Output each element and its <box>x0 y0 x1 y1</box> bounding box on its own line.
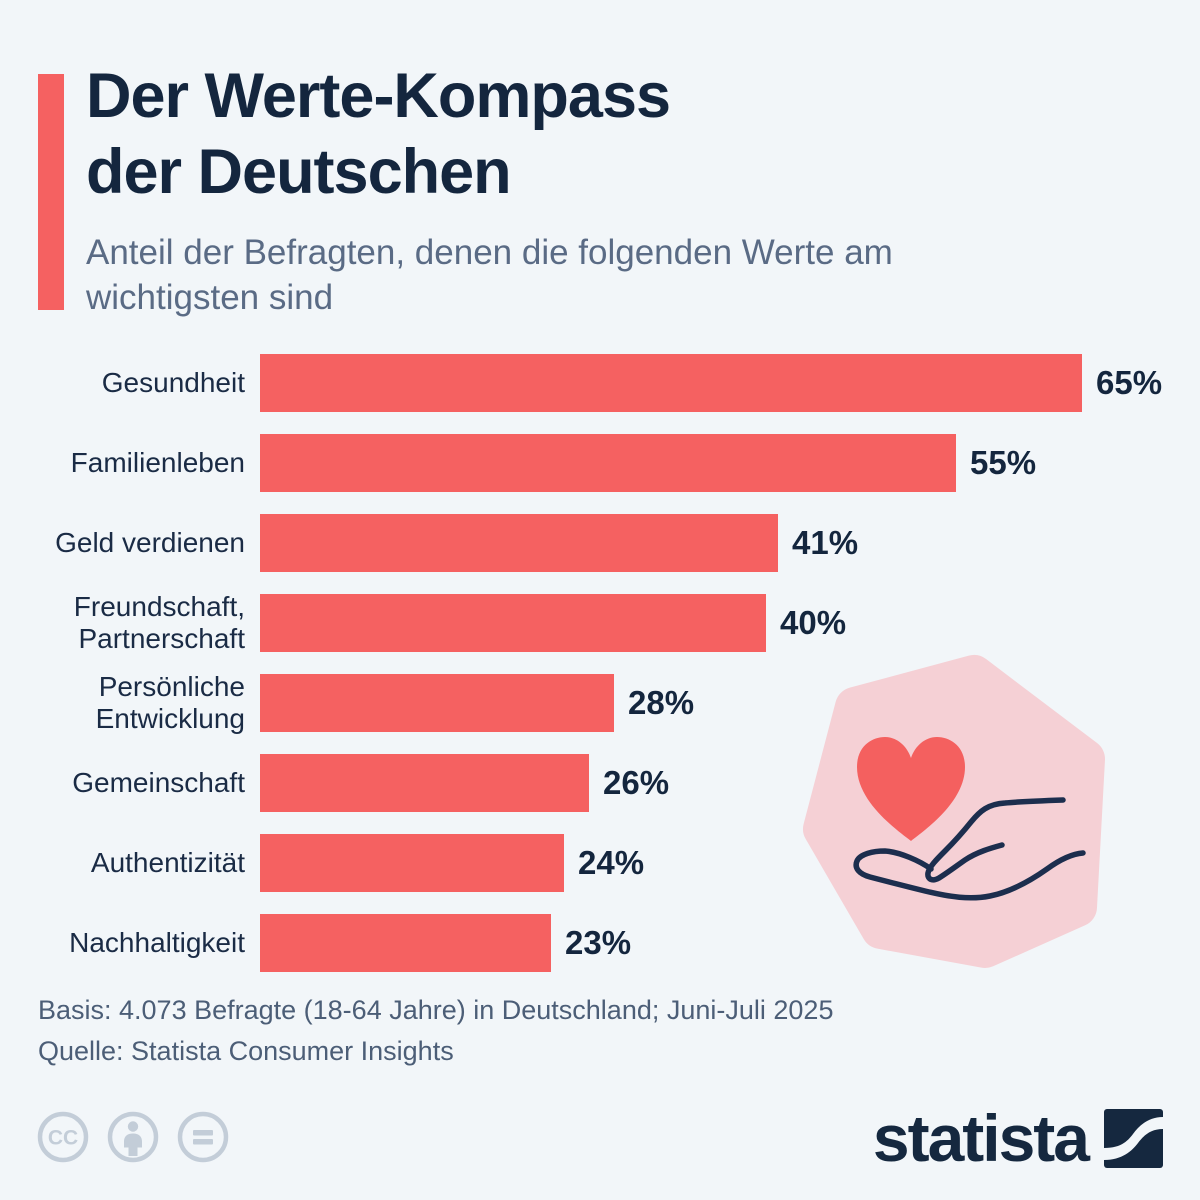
heart-icon <box>857 737 965 841</box>
chart-row: Nachhaltigkeit 23% <box>0 903 1200 983</box>
value-bar <box>260 834 564 892</box>
value-label: 28% <box>628 684 695 721</box>
category-label: Persönliche Entwicklung <box>95 671 245 734</box>
chart-row: Gesundheit 65% <box>0 343 1200 423</box>
value-label: 23% <box>565 924 632 961</box>
value-label: 65% <box>1096 364 1163 401</box>
category-label: Freundschaft, Partnerschaft <box>73 591 245 654</box>
cc-by-icon[interactable] <box>106 1110 160 1164</box>
chart-row: Authentizität 24% <box>0 823 1200 903</box>
value-label: 41% <box>792 524 859 561</box>
chart-row: Geld verdienen 41% <box>0 503 1200 583</box>
page-title: Der Werte-Kompass der Deutschen <box>86 58 671 210</box>
value-bar <box>260 594 766 652</box>
value-bar <box>260 354 1082 412</box>
page-title-line2: der Deutschen <box>86 137 512 207</box>
blob-background <box>803 655 1105 968</box>
title-accent-bar <box>38 74 64 310</box>
svg-text:CC: CC <box>48 1127 78 1150</box>
value-bar <box>260 674 614 732</box>
chart-row: Persönliche Entwicklung 28% <box>0 663 1200 743</box>
chart-subtitle-line1: Anteil der Befragten, denen die folgende… <box>86 233 893 272</box>
hand-icon <box>853 797 1086 901</box>
bar-chart: Gesundheit 65% Familienleben 55% Geld verdie… <box>0 343 1200 983</box>
category-label: Gemeinschaft <box>72 767 245 798</box>
license-icons: CC <box>36 1110 230 1164</box>
value-label: 55% <box>970 444 1037 481</box>
chart-row: Familienleben 55% <box>0 423 1200 503</box>
statista-logo[interactable]: statista <box>873 1100 1163 1176</box>
value-bar <box>260 754 589 812</box>
chart-row: Freundschaft, Partnerschaft 40% <box>0 583 1200 663</box>
cc-nd-icon[interactable] <box>176 1110 230 1164</box>
hand-heart-illustration <box>803 655 1105 968</box>
value-label: 24% <box>578 844 645 881</box>
chart-subtitle: Anteil der Befragten, denen die folgende… <box>86 230 893 320</box>
source-note: Quelle: Statista Consumer Insights <box>38 1036 454 1066</box>
category-label: Geld verdienen <box>55 527 245 558</box>
category-label: Authentizität <box>90 847 245 878</box>
value-bar <box>260 434 956 492</box>
statista-wordmark: statista <box>872 1101 1090 1175</box>
category-label: Nachhaltigkeit <box>69 927 245 958</box>
page-title-line1: Der Werte-Kompass <box>86 61 671 131</box>
basis-note: Basis: 4.073 Befragte (18-64 Jahre) in D… <box>38 995 834 1025</box>
value-label: 26% <box>603 764 670 801</box>
value-bar <box>260 514 778 572</box>
category-label: Gesundheit <box>101 367 245 398</box>
value-label: 40% <box>780 604 847 641</box>
statista-logo-icon <box>1104 1108 1163 1168</box>
category-label: Familienleben <box>70 447 245 478</box>
chart-row: Gemeinschaft 26% <box>0 743 1200 823</box>
value-bar <box>260 914 551 972</box>
footer-notes: Basis: 4.073 Befragte (18-64 Jahre) in D… <box>38 990 833 1072</box>
cc-icon[interactable]: CC <box>36 1110 90 1164</box>
chart-subtitle-line2: wichtigsten sind <box>86 278 334 317</box>
